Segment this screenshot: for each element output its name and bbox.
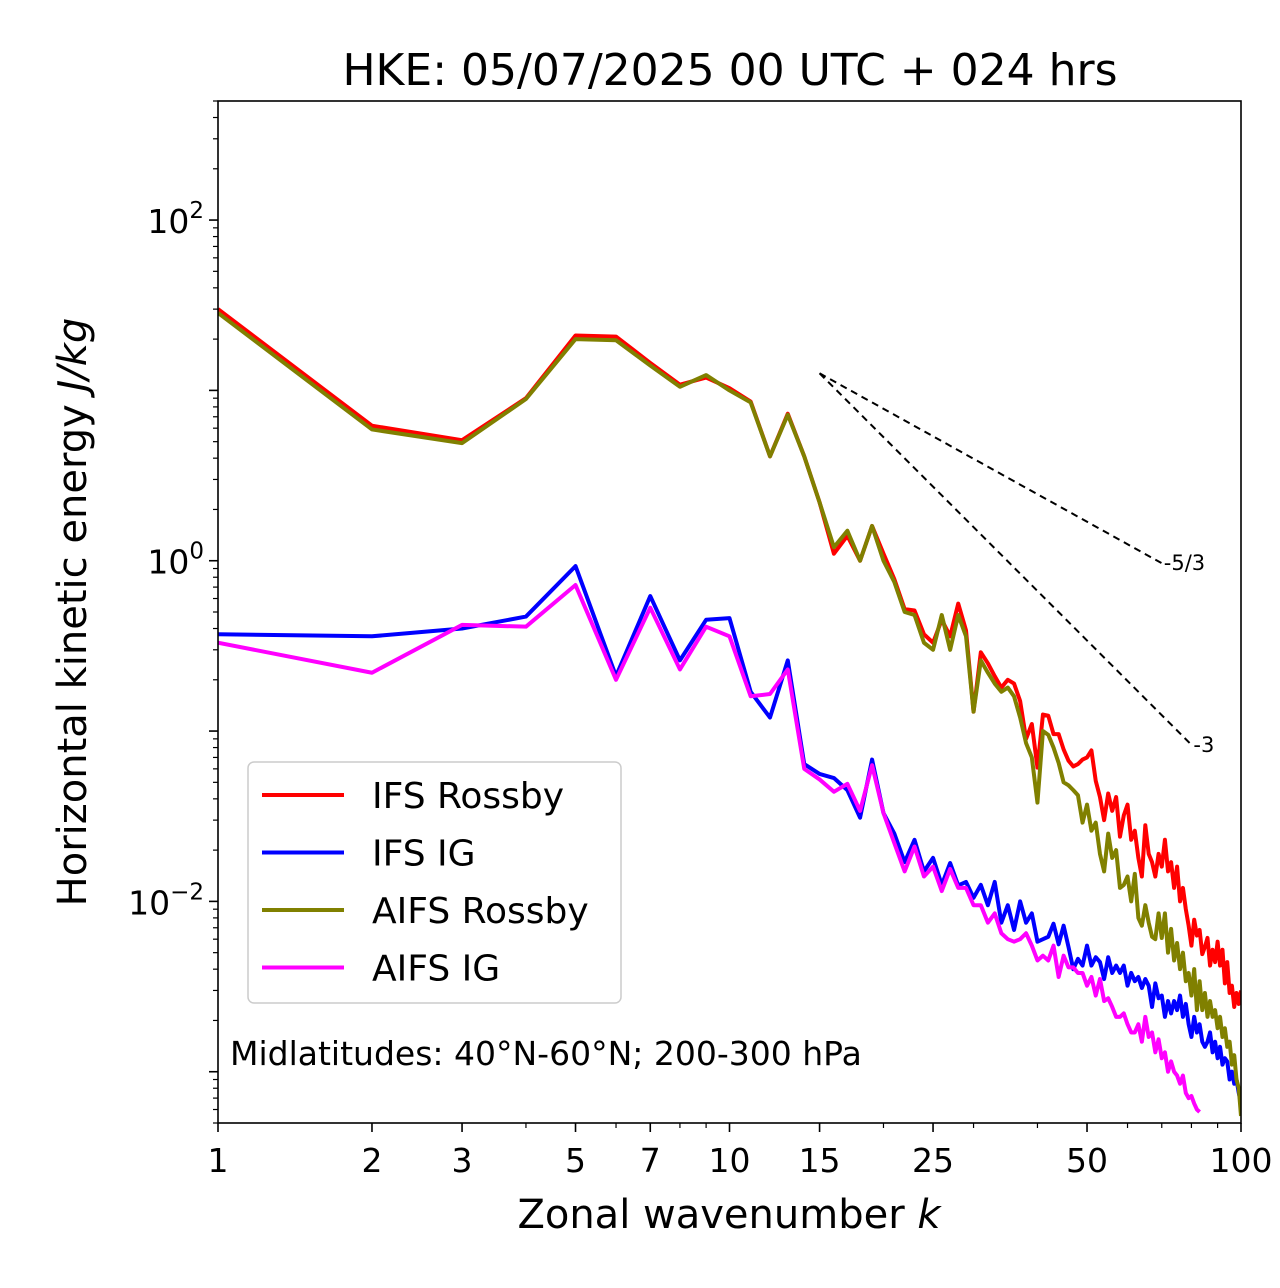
y-tick-label: 100: [147, 539, 204, 582]
series-line-aifs-rossby: [218, 311, 1241, 1117]
x-tick-label: 1: [208, 1141, 229, 1180]
x-tick-label: 50: [1066, 1141, 1108, 1180]
x-tick-label: 15: [799, 1141, 841, 1180]
x-tick-label: 10: [709, 1141, 751, 1180]
y-tick-label: 102: [147, 198, 204, 241]
plot-frame: [217, 100, 1242, 1124]
series-layer: [218, 307, 1241, 1117]
legend-label: AIFS Rossby: [372, 891, 589, 932]
legend-label: IFS Rossby: [372, 776, 564, 817]
y-axis-label: Horizontal kinetic energy J/kg: [50, 318, 96, 907]
x-tick-label: 25: [912, 1141, 954, 1180]
y-tick-label: 10−2: [128, 879, 204, 922]
legend: IFS Rossby IFS IG AIFS Rossby AIFS IG: [247, 761, 622, 1004]
series-line-ifs-ig: [218, 564, 1241, 1105]
x-tick-label: 3: [452, 1141, 473, 1180]
x-tick-label: 7: [640, 1141, 661, 1180]
reference-slope-label: -3: [1193, 733, 1214, 757]
x-axis-label: Zonal wavenumber k: [517, 1192, 942, 1238]
x-tick-label: 2: [361, 1141, 382, 1180]
legend-label: AIFS IG: [372, 949, 500, 990]
reference-slope-line: [819, 372, 1163, 565]
reference-slopes: -5/3 -3: [818, 372, 1214, 757]
axis-ticks: 1 2 3 5 7 10 15 25 50 100 102 100 10−2: [128, 100, 1273, 1180]
x-tick-label: 100: [1210, 1141, 1273, 1180]
legend-label: IFS IG: [372, 834, 476, 875]
reference-slope-label: -5/3: [1164, 551, 1205, 575]
series-line-aifs-ig: [218, 583, 1201, 1114]
reference-slope-line: [818, 372, 1193, 746]
chart-title: HKE: 05/07/2025 00 UTC + 024 hrs: [342, 45, 1117, 96]
legend-entries: IFS Rossby IFS IG AIFS Rossby AIFS IG: [262, 776, 589, 990]
legend-box: [247, 761, 622, 1004]
x-tick-label: 5: [565, 1141, 586, 1180]
region-annotation: Midlatitudes: 40°N-60°N; 200-300 hPa: [230, 1034, 862, 1073]
